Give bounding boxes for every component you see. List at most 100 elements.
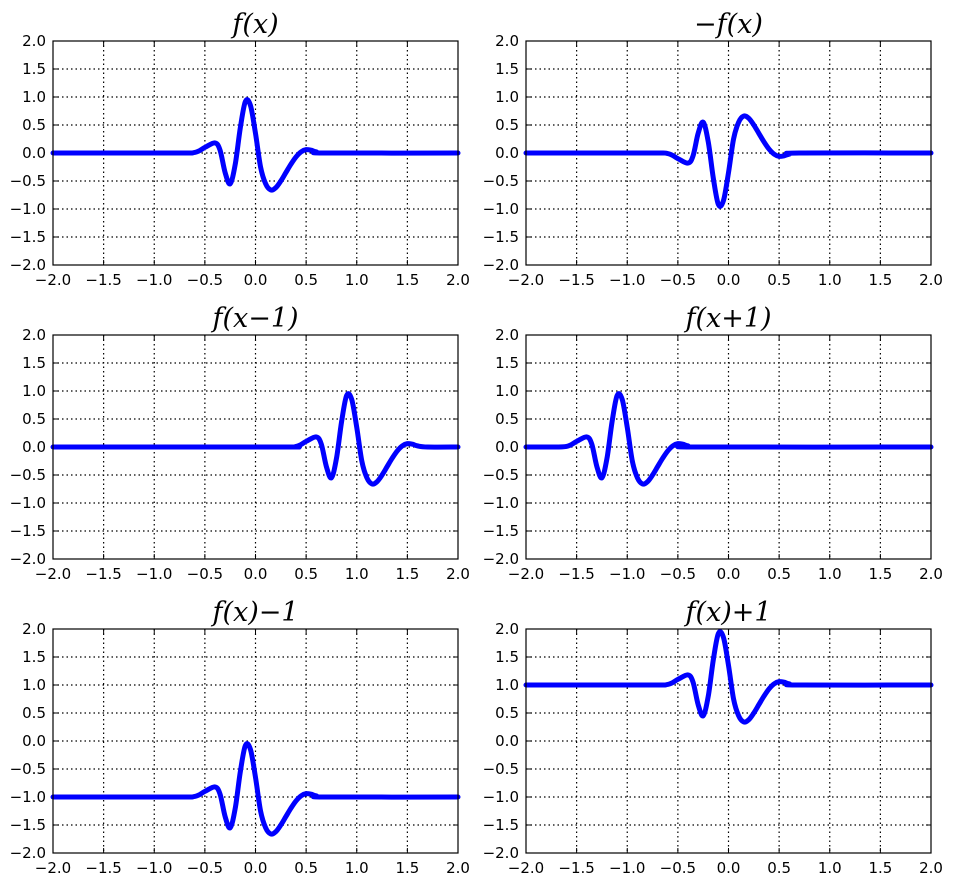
y-tick-label: 0.0 bbox=[495, 144, 519, 162]
y-tick-label: −0.5 bbox=[10, 466, 46, 484]
y-tick-label: 1.0 bbox=[495, 88, 519, 106]
y-tick-label: 0.0 bbox=[22, 732, 46, 750]
x-tick-label: −1.5 bbox=[558, 859, 594, 877]
y-tick-label: −1.0 bbox=[10, 494, 46, 512]
y-tick-label: −2.0 bbox=[483, 256, 519, 274]
y-tick-label: −2.0 bbox=[483, 844, 519, 862]
x-tick-label: 2.0 bbox=[446, 565, 470, 583]
x-tick-label: 1.5 bbox=[868, 565, 892, 583]
x-tick-label: 1.5 bbox=[868, 859, 892, 877]
y-tick-label: 1.5 bbox=[495, 648, 519, 666]
y-tick-label: −1.5 bbox=[483, 816, 519, 834]
x-tick-label: −1.0 bbox=[136, 859, 172, 877]
y-tick-label: −1.0 bbox=[10, 788, 46, 806]
y-tick-label: 1.0 bbox=[22, 88, 46, 106]
y-tick-label: 0.5 bbox=[22, 116, 46, 134]
y-tick-label: −1.5 bbox=[483, 522, 519, 540]
y-tick-label: −2.0 bbox=[10, 550, 46, 568]
x-tick-label: 0.0 bbox=[717, 859, 741, 877]
y-tick-label: −1.5 bbox=[10, 522, 46, 540]
y-tick-label: 2.0 bbox=[22, 32, 46, 50]
x-tick-label: −0.5 bbox=[187, 565, 223, 583]
x-tick-label: 0.0 bbox=[717, 271, 741, 289]
x-tick-label: −0.5 bbox=[660, 565, 696, 583]
y-tick-label: −1.5 bbox=[10, 816, 46, 834]
x-tick-label: 0.5 bbox=[767, 859, 791, 877]
y-tick-label: −1.5 bbox=[10, 228, 46, 246]
subplot-6: f(x)+1 −2.0 −1.5 −1.0 −0.5 0.0 0.5 1.0 1.5 2.0 2.0… bbox=[483, 597, 943, 877]
y-tick-label: 0.5 bbox=[495, 116, 519, 134]
x-tick-label: 2.0 bbox=[919, 565, 943, 583]
x-tick-label: 2.0 bbox=[919, 271, 943, 289]
x-tick-label: −1.5 bbox=[85, 271, 121, 289]
x-tick-label: 0.5 bbox=[767, 565, 791, 583]
x-tick-label: 1.5 bbox=[868, 271, 892, 289]
x-tick-label: 0.5 bbox=[294, 271, 318, 289]
y-tick-label: −1.0 bbox=[483, 788, 519, 806]
y-tick-label: 1.0 bbox=[22, 382, 46, 400]
y-tick-label: −1.0 bbox=[483, 494, 519, 512]
y-tick-label: −0.5 bbox=[483, 760, 519, 778]
y-tick-label: 1.5 bbox=[495, 354, 519, 372]
x-tick-label: 0.0 bbox=[244, 565, 268, 583]
series-line bbox=[526, 116, 931, 206]
series-line bbox=[526, 632, 931, 722]
y-tick-label: 0.5 bbox=[22, 704, 46, 722]
y-tick-label: 2.0 bbox=[495, 326, 519, 344]
x-tick-label: −1.5 bbox=[558, 565, 594, 583]
x-tick-label: 1.5 bbox=[395, 859, 419, 877]
subplot-2: −f(x)−2.0 −1.5 −1.0 −0.5 0.0 0.5 1.0 1.5 2.02.01… bbox=[483, 9, 943, 289]
y-tick-label: −0.5 bbox=[10, 760, 46, 778]
x-tick-label: −0.5 bbox=[660, 271, 696, 289]
y-tick-label: 0.0 bbox=[22, 144, 46, 162]
y-tick-label: 2.0 bbox=[495, 32, 519, 50]
y-tick-label: 1.5 bbox=[22, 60, 46, 78]
y-tick-label: 1.5 bbox=[22, 354, 46, 372]
subplot-5: f(x)−1−2.0 −1.5 −1.0 −0.5 0.0 0.5 1.0 1.5 2.02.0… bbox=[10, 597, 470, 877]
x-tick-label: 1.0 bbox=[345, 565, 369, 583]
y-tick-label: 0.0 bbox=[22, 438, 46, 456]
x-tick-label: −1.0 bbox=[136, 565, 172, 583]
x-tick-label: 0.0 bbox=[717, 565, 741, 583]
x-tick-label: −1.0 bbox=[136, 271, 172, 289]
x-tick-label: 2.0 bbox=[446, 859, 470, 877]
x-tick-label: 2.0 bbox=[919, 859, 943, 877]
x-tick-label: 0.5 bbox=[294, 565, 318, 583]
y-tick-label: −0.5 bbox=[483, 172, 519, 190]
y-tick-label: 0.0 bbox=[495, 438, 519, 456]
subplot-title: f(x−1) bbox=[210, 303, 298, 334]
x-tick-label: −0.5 bbox=[187, 859, 223, 877]
subplot-4: f(x+1) −2.0 −1.5 −1.0 −0.5 0.0 0.5 1.0 1.5 2.0 2.0… bbox=[483, 303, 943, 583]
y-tick-label: 2.0 bbox=[22, 326, 46, 344]
y-tick-label: 1.0 bbox=[22, 676, 46, 694]
x-tick-label: −1.0 bbox=[609, 859, 645, 877]
y-tick-label: 0.0 bbox=[495, 732, 519, 750]
x-tick-label: 1.0 bbox=[818, 565, 842, 583]
x-tick-label: 1.0 bbox=[345, 271, 369, 289]
subplot-title: −f(x) bbox=[694, 9, 763, 40]
y-tick-label: 1.5 bbox=[495, 60, 519, 78]
x-tick-label: 1.5 bbox=[395, 271, 419, 289]
subplot-title: f(x) bbox=[230, 9, 278, 40]
y-tick-label: 2.0 bbox=[495, 620, 519, 638]
x-tick-label: −1.5 bbox=[85, 565, 121, 583]
x-tick-label: −1.5 bbox=[85, 859, 121, 877]
y-tick-label: −2.0 bbox=[10, 256, 46, 274]
y-tick-label: 0.5 bbox=[495, 704, 519, 722]
x-tick-label: 1.5 bbox=[395, 565, 419, 583]
y-tick-label: −2.0 bbox=[483, 550, 519, 568]
series-line bbox=[53, 744, 458, 834]
x-tick-label: −1.0 bbox=[609, 565, 645, 583]
subplot-3: f(x−1) −2.0 −1.5 −1.0 −0.5 0.0 0.5 1.0 1.5 2.0 2.0… bbox=[10, 303, 470, 583]
y-tick-label: 0.5 bbox=[495, 410, 519, 428]
x-tick-label: 1.0 bbox=[818, 271, 842, 289]
y-tick-label: 0.5 bbox=[22, 410, 46, 428]
x-tick-label: −0.5 bbox=[660, 859, 696, 877]
y-tick-label: −1.0 bbox=[483, 200, 519, 218]
subplot-title: f(x)+1 bbox=[683, 597, 771, 628]
x-tick-label: −0.5 bbox=[187, 271, 223, 289]
subplot-title: f(x+1) bbox=[683, 303, 771, 334]
x-tick-label: 2.0 bbox=[446, 271, 470, 289]
y-tick-label: 2.0 bbox=[22, 620, 46, 638]
